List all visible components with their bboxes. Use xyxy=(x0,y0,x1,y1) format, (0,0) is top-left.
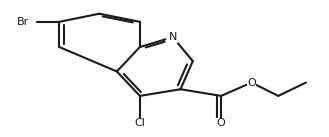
Text: N: N xyxy=(169,32,177,42)
Text: Cl: Cl xyxy=(135,118,145,128)
Text: Br: Br xyxy=(17,17,29,27)
Text: O: O xyxy=(247,78,256,88)
Text: O: O xyxy=(217,118,225,128)
